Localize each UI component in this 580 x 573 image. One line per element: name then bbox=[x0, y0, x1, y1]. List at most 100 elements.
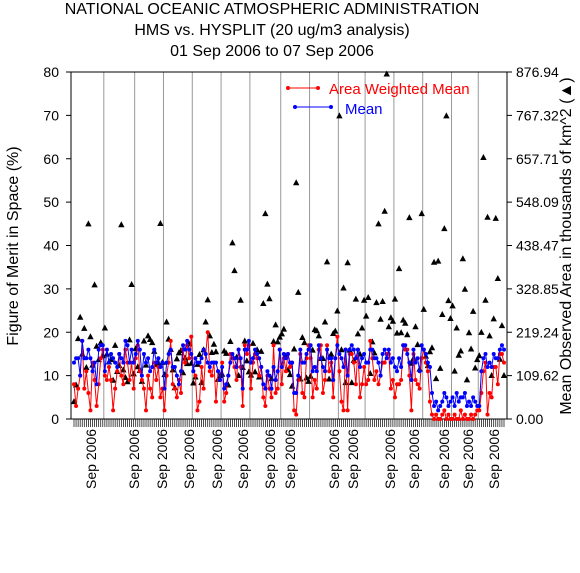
mean-point-134 bbox=[347, 347, 352, 352]
area-triangle-205 bbox=[492, 214, 499, 221]
mean-point-46 bbox=[166, 351, 171, 356]
mean-point-132 bbox=[343, 347, 348, 352]
mean-point-166 bbox=[413, 360, 418, 365]
awm-point-61 bbox=[197, 399, 202, 404]
right-tick-label-5: 548.09 bbox=[516, 194, 559, 210]
left-tick-label-6: 60 bbox=[43, 151, 59, 167]
awm-point-146 bbox=[372, 377, 377, 382]
area-triangle-197 bbox=[476, 352, 483, 359]
awm-point-13 bbox=[98, 356, 103, 361]
mean-point-102 bbox=[281, 351, 286, 356]
awm-point-209 bbox=[502, 360, 506, 365]
area-triangle-196 bbox=[474, 356, 481, 363]
awm-point-69 bbox=[213, 399, 218, 404]
legend-marker-awm-1 bbox=[286, 86, 290, 90]
area-triangle-122 bbox=[321, 318, 329, 325]
mean-point-61 bbox=[197, 360, 202, 365]
awm-point-202 bbox=[487, 390, 492, 395]
mean-point-150 bbox=[380, 351, 385, 356]
mean-point-81 bbox=[238, 356, 243, 361]
area-triangle-129 bbox=[336, 112, 343, 119]
x-axis: Sep 2006 Sep 2006 Sep 2006 Sep 2006 Sep 2006… bbox=[73, 419, 505, 489]
mean-point-207 bbox=[497, 347, 502, 352]
mean-point-165 bbox=[411, 347, 416, 352]
area-triangle-7 bbox=[85, 220, 92, 227]
mean-point-198 bbox=[479, 369, 484, 374]
mean-point-126 bbox=[331, 377, 336, 382]
awm-point-56 bbox=[187, 356, 192, 361]
mean-point-8 bbox=[88, 356, 93, 361]
area-triangle-208 bbox=[498, 322, 506, 329]
area-triangle-118 bbox=[313, 327, 320, 334]
area-triangle-115 bbox=[307, 372, 314, 379]
x-tick-label-12: Sep 2006 bbox=[436, 429, 452, 489]
area-triangle-133 bbox=[344, 259, 351, 266]
x-tick-label-2: Sep 2006 bbox=[154, 429, 170, 489]
area-triangle-27 bbox=[126, 336, 133, 343]
mean-point-101 bbox=[279, 364, 284, 369]
mean-point-65 bbox=[205, 360, 210, 365]
mean-point-85 bbox=[246, 338, 251, 343]
awm-point-137 bbox=[353, 382, 358, 387]
awm-point-181 bbox=[444, 417, 449, 421]
awm-point-190 bbox=[462, 412, 467, 417]
mean-point-35 bbox=[144, 360, 149, 365]
awm-point-148 bbox=[376, 382, 381, 387]
mean-point-95 bbox=[267, 373, 272, 378]
mean-point-26 bbox=[125, 343, 130, 348]
awm-point-6 bbox=[84, 369, 89, 374]
mean-point-93 bbox=[263, 386, 268, 391]
mean-point-139 bbox=[357, 364, 362, 369]
mean-point-73 bbox=[222, 386, 227, 391]
awm-point-96 bbox=[269, 395, 274, 400]
mean-point-127 bbox=[333, 356, 338, 361]
mean-point-154 bbox=[388, 360, 393, 365]
area-triangle-184 bbox=[449, 302, 456, 309]
mean-point-74 bbox=[224, 382, 229, 387]
awm-point-139 bbox=[357, 395, 362, 400]
mean-point-181 bbox=[444, 395, 449, 400]
mean-point-179 bbox=[440, 399, 445, 404]
left-tick-label-4: 40 bbox=[43, 238, 59, 254]
awm-point-37 bbox=[148, 386, 153, 391]
awm-point-175 bbox=[432, 417, 437, 421]
awm-point-11 bbox=[94, 403, 99, 408]
mean-point-7 bbox=[86, 347, 91, 352]
mean-point-43 bbox=[160, 360, 165, 365]
awm-point-173 bbox=[427, 399, 432, 404]
awm-point-164 bbox=[409, 408, 414, 413]
awm-point-122 bbox=[323, 377, 328, 382]
mean-point-182 bbox=[446, 403, 451, 408]
area-triangle-64 bbox=[202, 318, 209, 325]
awm-point-62 bbox=[199, 364, 204, 369]
area-triangle-35 bbox=[142, 361, 150, 368]
area-triangle-199 bbox=[480, 153, 487, 160]
mean-point-175 bbox=[432, 403, 437, 408]
right-tick-label-3: 328.85 bbox=[516, 281, 559, 297]
awm-point-103 bbox=[283, 369, 288, 374]
area-triangle-61 bbox=[196, 351, 203, 358]
area-triangle-107 bbox=[290, 345, 298, 352]
mean-point-162 bbox=[405, 351, 410, 356]
area-triangle-148 bbox=[375, 220, 382, 227]
mean-point-76 bbox=[228, 360, 233, 365]
awm-point-189 bbox=[460, 417, 465, 421]
mean-point-110 bbox=[298, 347, 303, 352]
awm-point-7 bbox=[86, 390, 91, 395]
area-triangle-174 bbox=[428, 344, 436, 351]
mean-point-180 bbox=[442, 390, 447, 395]
mean-point-87 bbox=[250, 356, 255, 361]
mean-point-143 bbox=[366, 360, 371, 365]
area-triangle-95 bbox=[266, 295, 273, 302]
area-triangle-128 bbox=[334, 307, 341, 314]
awm-point-90 bbox=[257, 373, 262, 378]
awm-point-52 bbox=[178, 390, 183, 395]
mean-point-98 bbox=[273, 377, 278, 382]
area-triangle-203 bbox=[488, 371, 495, 378]
awm-point-65 bbox=[205, 330, 210, 335]
area-triangle-119 bbox=[315, 332, 323, 339]
awm-point-54 bbox=[183, 360, 188, 365]
area-triangle-48 bbox=[169, 366, 176, 373]
mean-point-158 bbox=[397, 356, 402, 361]
area-triangle-102 bbox=[280, 325, 288, 332]
